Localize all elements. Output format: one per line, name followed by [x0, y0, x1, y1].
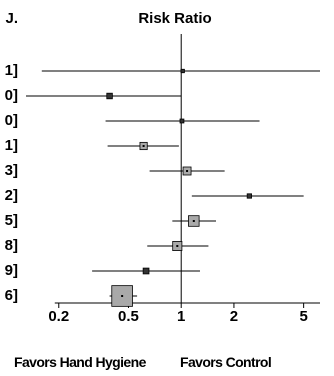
row-label-5: 2]: [4, 187, 18, 204]
estimate-point-6: [192, 220, 195, 222]
row-label-0: 1]: [4, 62, 18, 79]
row-label-9: 6]: [4, 287, 18, 304]
favors-left-label: Favors Hand Hygiene: [14, 354, 146, 370]
estimate-point-9: [121, 295, 124, 297]
x-tick-label-2: 1: [177, 308, 186, 325]
estimate-marker-8: [142, 267, 150, 275]
chart-title: Risk Ratio: [138, 10, 212, 27]
estimate-marker-2: [179, 118, 185, 124]
estimate-point-7: [176, 245, 179, 247]
row-label-6: 5]: [4, 212, 18, 229]
row-label-1: 0]: [4, 87, 18, 104]
estimate-marker-1: [106, 92, 113, 100]
estimate-point-4: [186, 170, 189, 172]
row-label-2: 0]: [4, 112, 18, 129]
x-tick-label-0: 0.2: [48, 308, 70, 325]
estimate-marker-0: [180, 68, 185, 74]
x-tick-label-1: 0.5: [118, 308, 139, 325]
estimate-point-3: [142, 145, 145, 147]
row-label-4: 3]: [4, 162, 18, 179]
favors-right-label: Favors Control: [180, 354, 272, 370]
x-tick-label-4: 5: [299, 308, 308, 325]
ci-column-header: J.: [5, 10, 18, 27]
row-label-8: 9]: [4, 262, 18, 279]
study-rows: [26, 68, 320, 307]
x-tick-label-3: 2: [229, 308, 239, 325]
estimate-marker-5: [246, 193, 252, 199]
row-label-7: 8]: [4, 237, 18, 254]
row-label-3: 1]: [4, 137, 18, 154]
